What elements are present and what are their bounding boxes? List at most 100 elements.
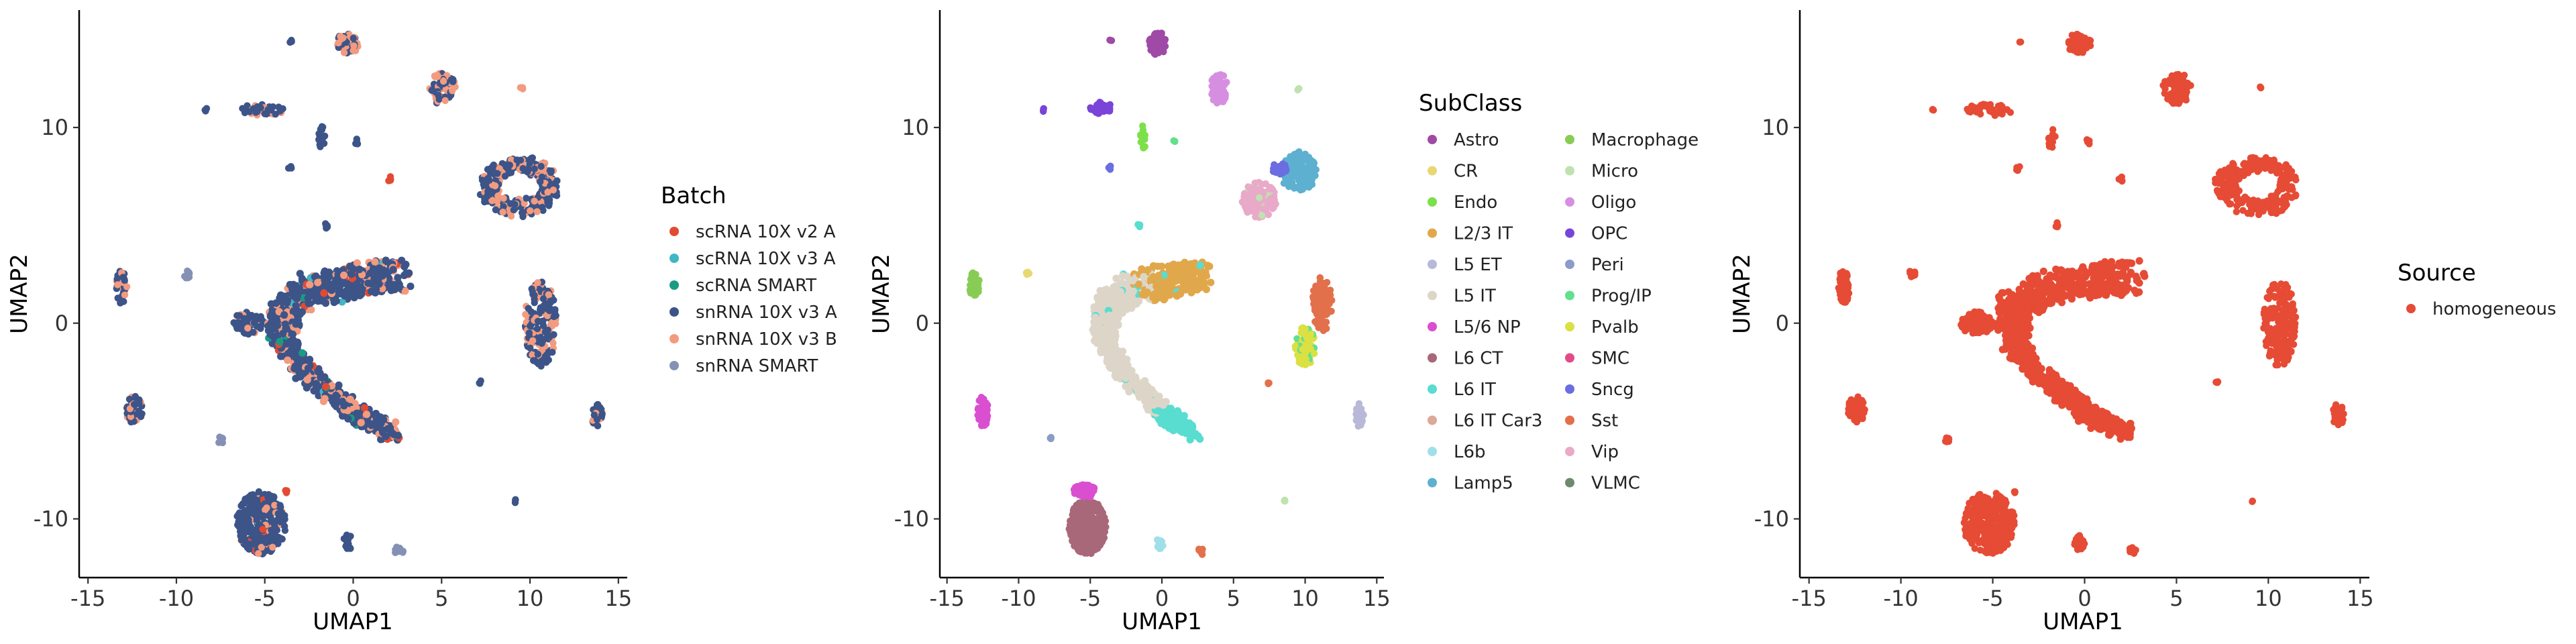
data-point [1144, 266, 1152, 274]
data-point [317, 136, 325, 144]
data-point [519, 85, 527, 93]
data-point [1114, 298, 1122, 306]
legend-label: Astro [1454, 130, 1499, 150]
legend-marker [1428, 166, 1437, 176]
data-point [2000, 528, 2007, 535]
data-point [203, 105, 211, 112]
data-point [1090, 515, 1098, 522]
data-point [241, 519, 248, 527]
data-point [121, 291, 129, 299]
legend-label: Vip [1591, 442, 1619, 462]
data-point [1976, 546, 1984, 554]
data-point [239, 105, 246, 112]
data-point [244, 527, 252, 535]
x-tick-label: -10 [159, 586, 194, 611]
x-tick-label: -5 [1079, 586, 1101, 611]
data-point [1976, 516, 1983, 523]
data-point [1984, 496, 1992, 503]
data-point [325, 268, 333, 276]
data-point [241, 495, 249, 503]
data-point [1076, 543, 1083, 551]
data-point [1106, 104, 1114, 111]
legend-label: CR [1454, 162, 1478, 182]
data-point [523, 195, 530, 202]
data-point [1161, 42, 1169, 50]
data-point [277, 535, 285, 542]
data-point [276, 337, 284, 345]
data-point [1307, 330, 1315, 338]
data-point [1170, 260, 1178, 268]
data-point [114, 281, 121, 288]
legend-label: Micro [1591, 162, 1638, 182]
data-point [487, 165, 494, 172]
data-point [1975, 500, 1983, 507]
legend-label: OPC [1591, 224, 1627, 244]
data-point [1091, 313, 1099, 321]
x-tick-label: 5 [435, 586, 448, 611]
data-point [519, 213, 527, 221]
data-point [268, 312, 276, 320]
legend-marker [669, 280, 679, 290]
data-point [1297, 151, 1305, 158]
legend-marker [1428, 384, 1437, 394]
data-point [1313, 298, 1322, 305]
legend-marker [1565, 415, 1574, 425]
y-tick-label: -10 [894, 506, 929, 531]
data-point [307, 291, 315, 299]
data-point [317, 143, 324, 150]
data-point [1094, 545, 1102, 552]
data-point [534, 350, 541, 358]
data-point [1996, 539, 2004, 547]
data-point [120, 298, 127, 305]
data-point [292, 320, 300, 328]
data-point [1179, 269, 1187, 277]
data-point [2167, 78, 2176, 86]
data-point [1299, 345, 1306, 353]
data-point [1155, 272, 1163, 280]
data-point [371, 258, 379, 266]
data-point [486, 176, 493, 184]
data-point [306, 280, 314, 288]
data-point [1853, 418, 1860, 426]
data-point [1128, 277, 1136, 285]
legend-marker [1428, 478, 1437, 488]
data-point [529, 337, 537, 344]
data-point [1177, 290, 1185, 298]
data-point [967, 287, 974, 294]
data-point [340, 49, 348, 56]
data-point [281, 320, 289, 328]
data-point [538, 307, 545, 315]
legend-marker [1565, 353, 1574, 363]
legend-title: SubClass [1419, 90, 1522, 117]
data-point [1196, 261, 1204, 270]
data-point [1266, 184, 1273, 191]
data-point [400, 263, 409, 271]
data-point [534, 279, 541, 286]
x-tick-label: -5 [254, 586, 276, 611]
data-point [260, 512, 267, 520]
data-point [257, 104, 264, 111]
data-point [1096, 528, 1104, 535]
data-point [1092, 507, 1099, 515]
data-point [1083, 546, 1091, 553]
legend-marker [1565, 478, 1574, 488]
data-point [395, 284, 403, 292]
data-point [323, 224, 330, 232]
data-point [276, 502, 284, 509]
data-point [435, 95, 443, 103]
data-point [968, 270, 976, 278]
x-axis-title: UMAP1 [313, 608, 393, 635]
legend-label: scRNA 10X v2 A [696, 222, 836, 242]
data-point [449, 76, 457, 83]
data-point [2066, 46, 2074, 53]
data-point [1983, 545, 1990, 552]
x-tick-label: -15 [930, 586, 965, 611]
legend-label: snRNA 10X v3 A [696, 303, 837, 323]
legend-label: L6b [1454, 442, 1486, 462]
y-axis-title: UMAP2 [868, 254, 895, 334]
data-point [1141, 136, 1148, 143]
legend-label: VLMC [1591, 474, 1640, 494]
data-point [512, 496, 519, 503]
data-point [1087, 105, 1095, 113]
